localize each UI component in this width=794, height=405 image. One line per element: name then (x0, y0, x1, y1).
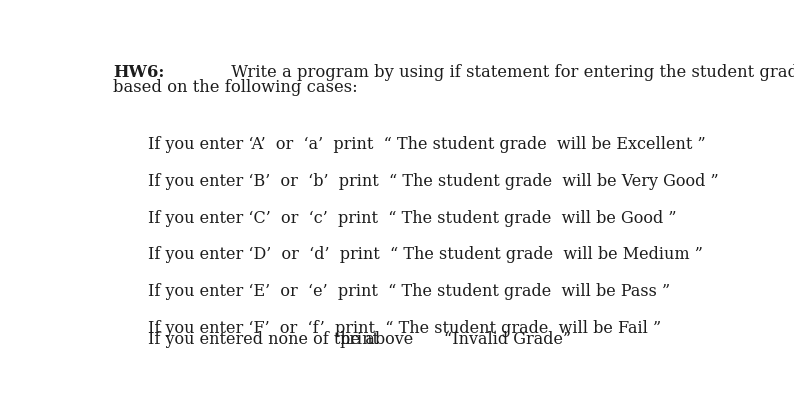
Text: Write a program by using if statement for entering the student grade: Write a program by using if statement fo… (226, 64, 794, 81)
Text: If you entered none of the above: If you entered none of the above (148, 331, 414, 348)
Text: If you enter ‘B’  or  ‘b’  print  “ The student grade  will be Very Good ”: If you enter ‘B’ or ‘b’ print “ The stud… (148, 173, 719, 190)
Text: If you enter ‘E’  or  ‘e’  print  “ The student grade  will be Pass ”: If you enter ‘E’ or ‘e’ print “ The stud… (148, 283, 671, 300)
Text: “Invalid Grade”: “Invalid Grade” (444, 331, 571, 348)
Text: If you enter ‘F’  or  ‘f’  print  “ The student grade  will be Fail ”: If you enter ‘F’ or ‘f’ print “ The stud… (148, 320, 661, 337)
Text: If you enter ‘A’  or  ‘a’  print  “ The student grade  will be Excellent ”: If you enter ‘A’ or ‘a’ print “ The stud… (148, 136, 706, 153)
Text: If you enter ‘D’  or  ‘d’  print  “ The student grade  will be Medium ”: If you enter ‘D’ or ‘d’ print “ The stud… (148, 246, 703, 263)
Text: based on the following cases:: based on the following cases: (113, 79, 357, 96)
Text: If you enter ‘C’  or  ‘c’  print  “ The student grade  will be Good ”: If you enter ‘C’ or ‘c’ print “ The stud… (148, 209, 677, 226)
Text: print: print (339, 331, 380, 348)
Text: HW6:: HW6: (113, 64, 164, 81)
